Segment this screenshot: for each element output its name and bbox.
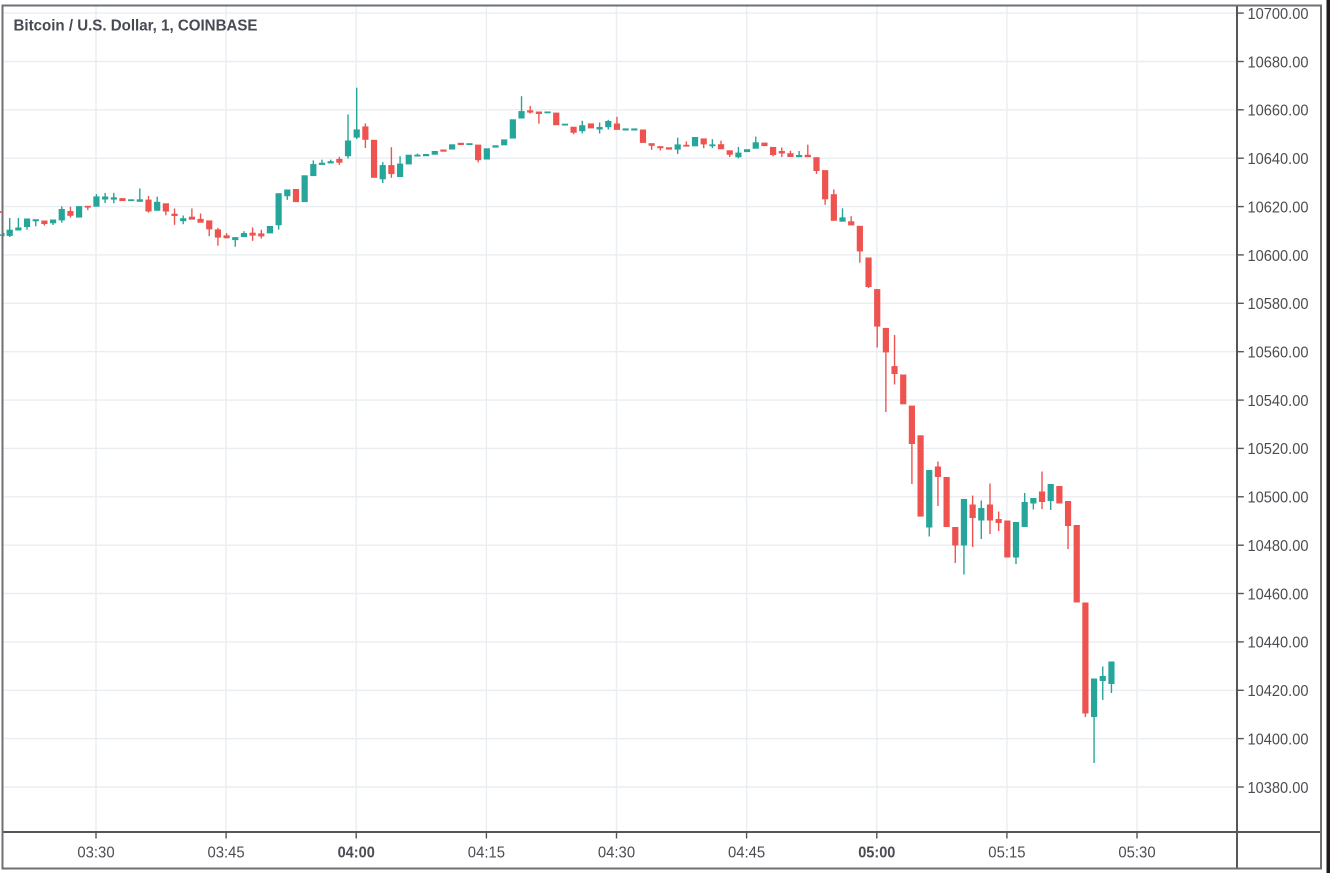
svg-text:10460.00: 10460.00	[1248, 586, 1309, 603]
svg-text:10620.00: 10620.00	[1248, 199, 1309, 216]
svg-text:10600.00: 10600.00	[1248, 248, 1309, 265]
svg-text:05:15: 05:15	[988, 844, 1025, 861]
svg-text:04:00: 04:00	[338, 844, 375, 861]
svg-text:03:45: 03:45	[208, 844, 245, 861]
svg-text:10420.00: 10420.00	[1248, 683, 1309, 700]
svg-text:10700.00: 10700.00	[1248, 6, 1309, 23]
svg-text:10680.00: 10680.00	[1248, 54, 1309, 71]
svg-text:10660.00: 10660.00	[1248, 103, 1309, 120]
svg-text:10540.00: 10540.00	[1248, 393, 1309, 410]
svg-text:Bitcoin / U.S. Dollar, 1, COIN: Bitcoin / U.S. Dollar, 1, COINBASE	[14, 18, 258, 35]
svg-text:10440.00: 10440.00	[1248, 635, 1309, 652]
svg-text:10500.00: 10500.00	[1248, 490, 1309, 507]
svg-text:05:00: 05:00	[858, 844, 895, 861]
svg-text:10580.00: 10580.00	[1248, 296, 1309, 313]
svg-text:04:45: 04:45	[728, 844, 765, 861]
svg-text:10380.00: 10380.00	[1248, 780, 1309, 797]
svg-text:04:30: 04:30	[598, 844, 635, 861]
svg-text:10560.00: 10560.00	[1248, 345, 1309, 362]
svg-text:10640.00: 10640.00	[1248, 151, 1309, 168]
svg-text:03:30: 03:30	[77, 844, 114, 861]
svg-text:10480.00: 10480.00	[1248, 538, 1309, 555]
svg-text:10520.00: 10520.00	[1248, 441, 1309, 458]
svg-text:10400.00: 10400.00	[1248, 731, 1309, 748]
svg-text:04:15: 04:15	[468, 844, 505, 861]
svg-text:05:30: 05:30	[1118, 844, 1155, 861]
